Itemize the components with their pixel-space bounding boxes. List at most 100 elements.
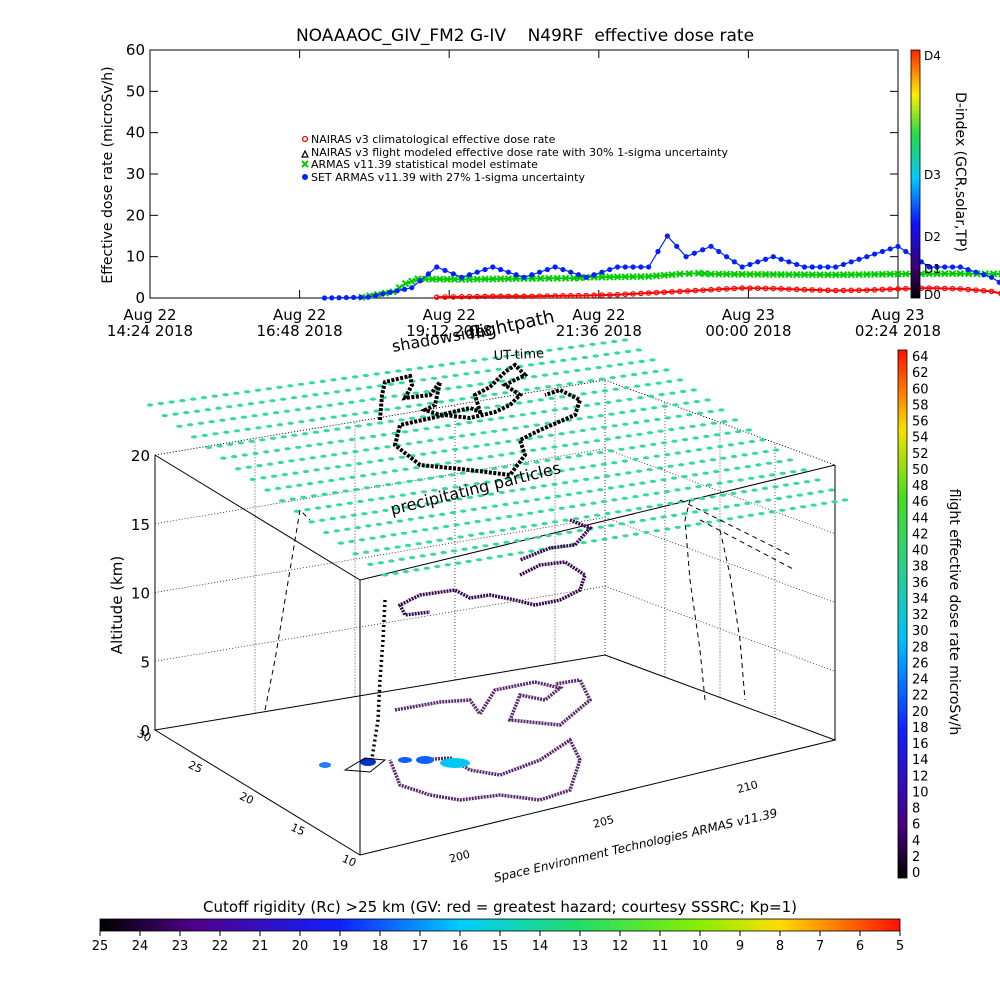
particle-dot bbox=[524, 537, 531, 541]
series-0-point bbox=[450, 294, 457, 300]
particle-dot bbox=[611, 498, 618, 502]
particle-dot bbox=[367, 498, 375, 502]
particle-dot bbox=[745, 428, 752, 432]
bottom-colorbar-tick-label: 11 bbox=[652, 939, 669, 954]
precipitating-particles-layer bbox=[146, 338, 849, 577]
particle-dot bbox=[751, 488, 758, 492]
series-0-point bbox=[684, 288, 691, 294]
particle-dot bbox=[768, 510, 775, 514]
particle-dot bbox=[351, 412, 359, 416]
particle-dot bbox=[786, 495, 793, 499]
particle-dot bbox=[655, 381, 662, 385]
particle-dot bbox=[754, 500, 762, 504]
series-2-point bbox=[840, 261, 847, 268]
particle-dot bbox=[533, 423, 540, 427]
particle-dot bbox=[635, 469, 643, 473]
series-0-point bbox=[567, 292, 574, 299]
series-0-point bbox=[778, 286, 784, 292]
particle-dot bbox=[663, 368, 670, 372]
particle-dot bbox=[547, 470, 555, 474]
particle-dot bbox=[302, 469, 310, 474]
series-2-point bbox=[778, 256, 784, 262]
right-colorbar-tick-label: 2 bbox=[912, 850, 920, 865]
particle-dot bbox=[828, 488, 835, 492]
particle-dot bbox=[710, 421, 717, 425]
particle-dot bbox=[698, 496, 706, 500]
floor-flightpath bbox=[388, 678, 593, 802]
particle-dot bbox=[503, 540, 510, 545]
particle-dot bbox=[646, 468, 653, 472]
particle-dot bbox=[566, 530, 573, 534]
right-colorbar-tick-label: 44 bbox=[912, 511, 929, 526]
particle-dot bbox=[146, 403, 154, 407]
series-2-point bbox=[459, 274, 465, 280]
particle-dot bbox=[537, 509, 544, 514]
particle-dot bbox=[348, 539, 355, 544]
particle-dot bbox=[611, 535, 619, 540]
altitude-gridline bbox=[154, 654, 836, 741]
altitude-gridline bbox=[154, 379, 836, 466]
series-2-point bbox=[474, 269, 480, 275]
particle-dot bbox=[579, 428, 586, 433]
series-0-point bbox=[739, 285, 745, 291]
particle-dot bbox=[386, 521, 393, 525]
particle-dot bbox=[179, 399, 186, 403]
particle-dot bbox=[352, 450, 359, 454]
series-1-point bbox=[746, 270, 754, 278]
series-2-point bbox=[731, 259, 737, 265]
particle-dot bbox=[495, 367, 502, 371]
particle-dot bbox=[459, 397, 466, 401]
particle-dot bbox=[607, 449, 615, 453]
series-1-point bbox=[738, 270, 746, 278]
particle-dot bbox=[632, 457, 639, 461]
particle-dot bbox=[572, 517, 580, 521]
particle-dot bbox=[704, 398, 711, 402]
legend-text-set-armas: SET ARMAS v11.39 with 27% 1-sigma uncert… bbox=[311, 171, 585, 184]
series-2-point bbox=[895, 243, 901, 249]
particle-dot bbox=[211, 394, 218, 398]
particle-dot bbox=[547, 433, 555, 437]
particle-dot bbox=[258, 400, 265, 404]
particle-dot bbox=[490, 429, 498, 433]
right-colorbar-tick-label: 8 bbox=[912, 802, 920, 817]
particle-dot bbox=[678, 426, 686, 430]
particle-dot bbox=[669, 391, 676, 395]
particle-dot bbox=[538, 361, 545, 365]
series-1-point bbox=[839, 271, 848, 279]
series-2-point bbox=[903, 248, 909, 255]
series-2-point bbox=[372, 292, 379, 299]
bottom-colorbar-tick-label: 13 bbox=[572, 939, 589, 954]
particle-dot bbox=[444, 424, 452, 428]
particle-dot bbox=[719, 493, 727, 497]
particle-dot bbox=[434, 425, 441, 429]
particle-dot bbox=[618, 522, 625, 526]
particle-dot bbox=[172, 412, 179, 416]
particle-dot bbox=[717, 444, 724, 449]
series-0-point bbox=[856, 287, 862, 294]
particle-dot bbox=[494, 404, 502, 408]
series-1-point bbox=[894, 270, 902, 278]
particle-dot bbox=[537, 435, 544, 439]
particle-dot bbox=[161, 414, 168, 418]
particle-dot bbox=[524, 351, 531, 355]
particle-dot bbox=[625, 508, 632, 512]
particle-dot bbox=[476, 456, 484, 460]
particle-dot bbox=[337, 541, 345, 545]
particle-dot bbox=[226, 405, 233, 409]
series-0-point bbox=[980, 287, 987, 294]
particle-dot bbox=[353, 487, 360, 491]
particle-dot bbox=[508, 414, 516, 418]
particle-dot bbox=[814, 478, 821, 482]
particle-dot bbox=[379, 534, 387, 539]
particle-dot bbox=[298, 420, 305, 424]
series-0-point bbox=[433, 294, 440, 300]
bottom-colorbar-tick-label: 14 bbox=[532, 939, 549, 954]
particle-dot bbox=[384, 370, 391, 375]
particle-dot bbox=[484, 369, 492, 373]
particle-dot bbox=[341, 414, 348, 418]
latitude-tick-label: 10 bbox=[340, 852, 358, 870]
particle-dot bbox=[590, 427, 597, 431]
series-1-point bbox=[824, 271, 832, 279]
series-0-point bbox=[552, 293, 558, 299]
particle-dot bbox=[344, 527, 351, 531]
